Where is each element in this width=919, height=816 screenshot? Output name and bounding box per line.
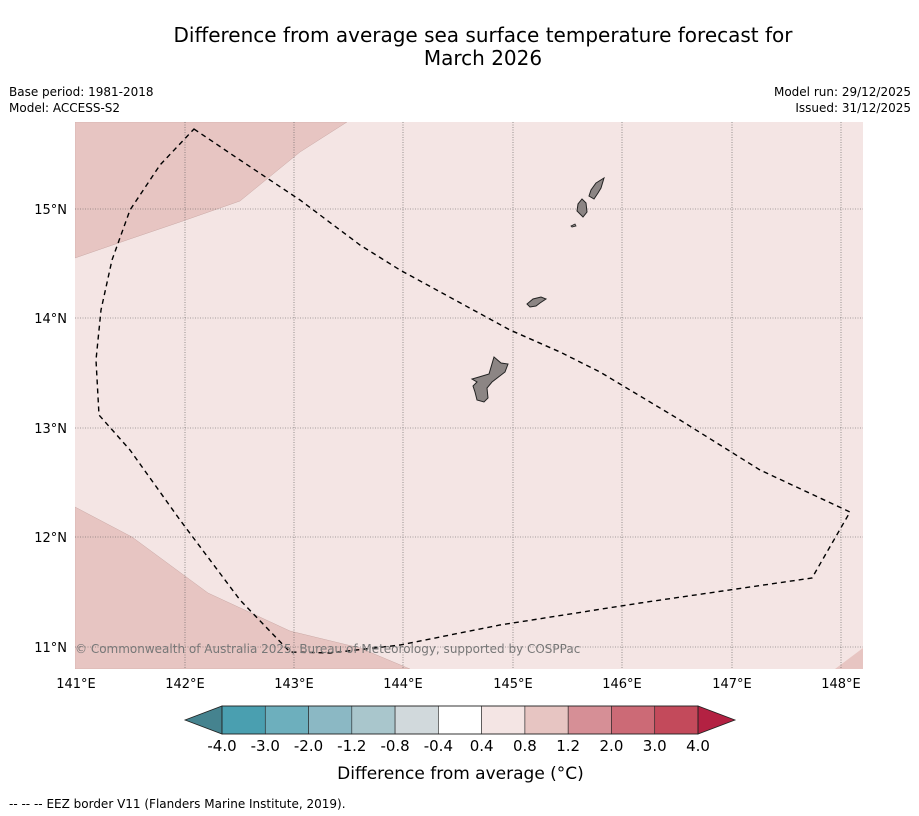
colorbar-segment [481, 705, 526, 735]
colorbar-tick-label: 4.0 [686, 737, 710, 755]
lon-label: 147°E [712, 677, 752, 692]
island-tinian [576, 198, 588, 218]
colorbar-tick-label: 2.0 [600, 737, 624, 755]
eez-dash-symbol: -- -- -- [9, 797, 43, 811]
map-plot-area: © Commonwealth of Australia 2025, Bureau… [75, 122, 863, 669]
colorbar-segment [394, 705, 439, 735]
colorbar-segment [611, 705, 656, 735]
lon-label: 148°E [821, 677, 861, 692]
island-aguijan [570, 223, 577, 228]
anomaly-region-0-8-to-1-2-north [75, 122, 348, 259]
colorbar-frame [221, 705, 699, 735]
colorbar-title: Difference from average (°C) [337, 764, 584, 784]
eez-legend-text: EEZ border V11 (Flanders Marine Institut… [46, 797, 346, 811]
colorbar-segment [308, 705, 353, 735]
map-title-line-1: Difference from average sea surface temp… [173, 23, 793, 47]
lon-label: 144°E [383, 677, 423, 692]
lat-label: 15°N [34, 203, 67, 218]
colorbar-tick-label: 1.2 [556, 737, 580, 755]
lat-label: 12°N [34, 531, 67, 546]
anomaly-region-0-4-to-0-8 [75, 122, 863, 669]
lat-label: 11°N [34, 641, 67, 656]
colorbar-tick-label: 0.4 [470, 737, 494, 755]
island-guam [470, 356, 509, 403]
lon-label: 146°E [602, 677, 642, 692]
anomaly-region-0-8-to-1-2-south [75, 506, 411, 669]
colorbar-segment [524, 705, 569, 735]
longitude-labels: 141°E 142°E 143°E 144°E 145°E 146°E 147°… [56, 677, 861, 692]
colorbar-tick-label: -1.2 [337, 737, 366, 755]
meta-right: Model run: 29/12/2025 Issued: 31/12/2025 [774, 84, 911, 116]
latitude-labels: 15°N 14°N 13°N 12°N 11°N [34, 203, 67, 656]
model-text: Model: ACCESS-S2 [9, 101, 121, 115]
model-run-text: Model run: 29/12/2025 [773, 85, 911, 99]
colorbar-segment [351, 705, 396, 735]
colorbar-tick-label: 0.8 [513, 737, 537, 755]
colorbar-segment [567, 705, 612, 735]
lat-label: 13°N [34, 422, 67, 437]
colorbar-tick-label: 3.0 [643, 737, 667, 755]
island-rota [526, 296, 548, 308]
lon-label: 143°E [274, 677, 314, 692]
eez-border-line [95, 128, 851, 654]
island-saipan [588, 176, 605, 200]
colorbar-segment [654, 705, 699, 735]
copyright-text: © Commonwealth of Australia 2025, Bureau… [75, 642, 580, 656]
anomaly-region-0-8-to-1-2-southeast [835, 648, 863, 669]
graticule [75, 122, 863, 669]
colorbar-segment [264, 705, 309, 735]
colorbar-tick-label: -2.0 [294, 737, 323, 755]
base-period-text: Base period: 1981-2018 [9, 85, 154, 99]
issued-text: Issued: 31/12/2025 [795, 101, 911, 115]
lon-label: 141°E [56, 677, 96, 692]
colorbar-tick-label: -3.0 [251, 737, 280, 755]
legend-footer: -- -- -- EEZ border V11 (Flanders Marine… [9, 797, 346, 811]
meta-left: Base period: 1981-2018 Model: ACCESS-S2 [9, 84, 154, 116]
colorbar-tick-label: -4.0 [207, 737, 236, 755]
colorbar-segment [438, 705, 482, 735]
lat-label: 14°N [34, 312, 67, 327]
colorbar-tick-label: -0.4 [424, 737, 453, 755]
lon-label: 145°E [493, 677, 533, 692]
map-title-line-2: March 2026 [423, 46, 543, 70]
colorbar-tick-label: -0.8 [380, 737, 409, 755]
colorbar-extend-high [697, 705, 737, 735]
colorbar-segment [221, 705, 266, 735]
lon-label: 142°E [165, 677, 205, 692]
colorbar-extend-low [183, 705, 223, 735]
colorbar: -4.0 -3.0 -2.0 -1.2 -0.8 -0.4 0.4 0.8 1.2 2.0 3.0 4… [183, 705, 737, 755]
